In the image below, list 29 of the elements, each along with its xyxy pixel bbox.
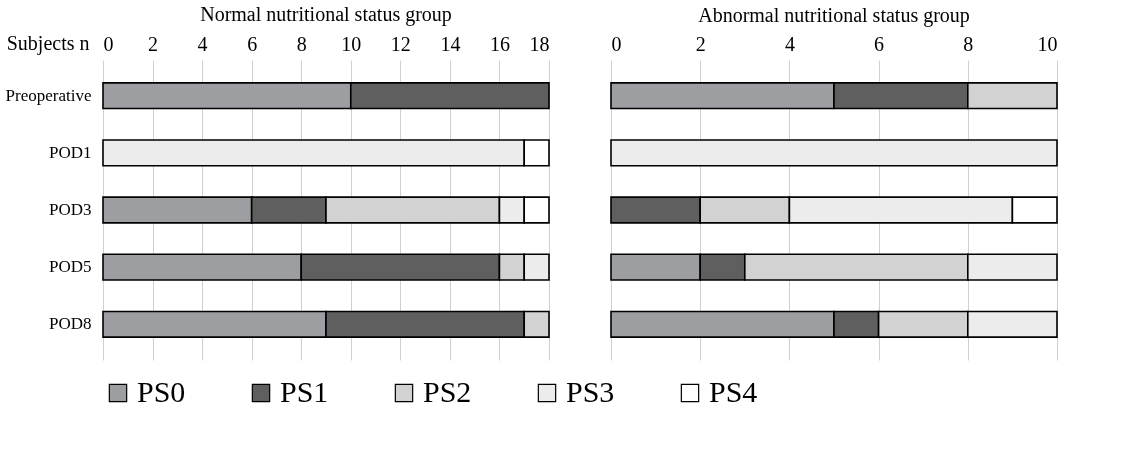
y-tick-label: POD8 xyxy=(48,314,92,334)
x-tick-label: 4 xyxy=(784,32,795,55)
x-tick-label: 8 xyxy=(963,32,974,55)
x-tick-label: 0 xyxy=(611,32,622,55)
x-tick-label: 18 xyxy=(529,32,550,55)
x-tick-label: 2 xyxy=(148,32,159,55)
y-tick-label: POD1 xyxy=(48,142,92,162)
x-tick-label: 10 xyxy=(1037,32,1058,55)
chart-title: Abnormal nutritional status group xyxy=(698,4,970,27)
legend-label: PS4 xyxy=(709,375,758,408)
x-tick-label: 14 xyxy=(440,32,461,55)
legend-label: PS3 xyxy=(566,375,615,408)
y-tick-label: POD5 xyxy=(48,257,92,277)
x-tick-label: 4 xyxy=(197,32,208,55)
x-tick-label: 2 xyxy=(695,32,706,55)
x-tick-label: 12 xyxy=(390,32,411,55)
x-tick-label: 10 xyxy=(341,32,362,55)
x-axis-title: Subjects n xyxy=(6,31,90,55)
x-tick-label: 6 xyxy=(874,32,885,55)
x-tick-label: 16 xyxy=(489,32,510,55)
chart-title: Normal nutritional status group xyxy=(200,3,452,26)
legend-label: PS2 xyxy=(423,375,472,408)
x-tick-label: 6 xyxy=(247,32,258,55)
y-tick-label: Preoperative xyxy=(5,85,92,105)
legend-label: PS1 xyxy=(280,375,329,408)
y-tick-label: POD3 xyxy=(48,200,92,219)
x-tick-label: 0 xyxy=(103,32,114,55)
x-tick-label: 8 xyxy=(296,32,307,55)
legend-label: PS0 xyxy=(137,375,186,408)
